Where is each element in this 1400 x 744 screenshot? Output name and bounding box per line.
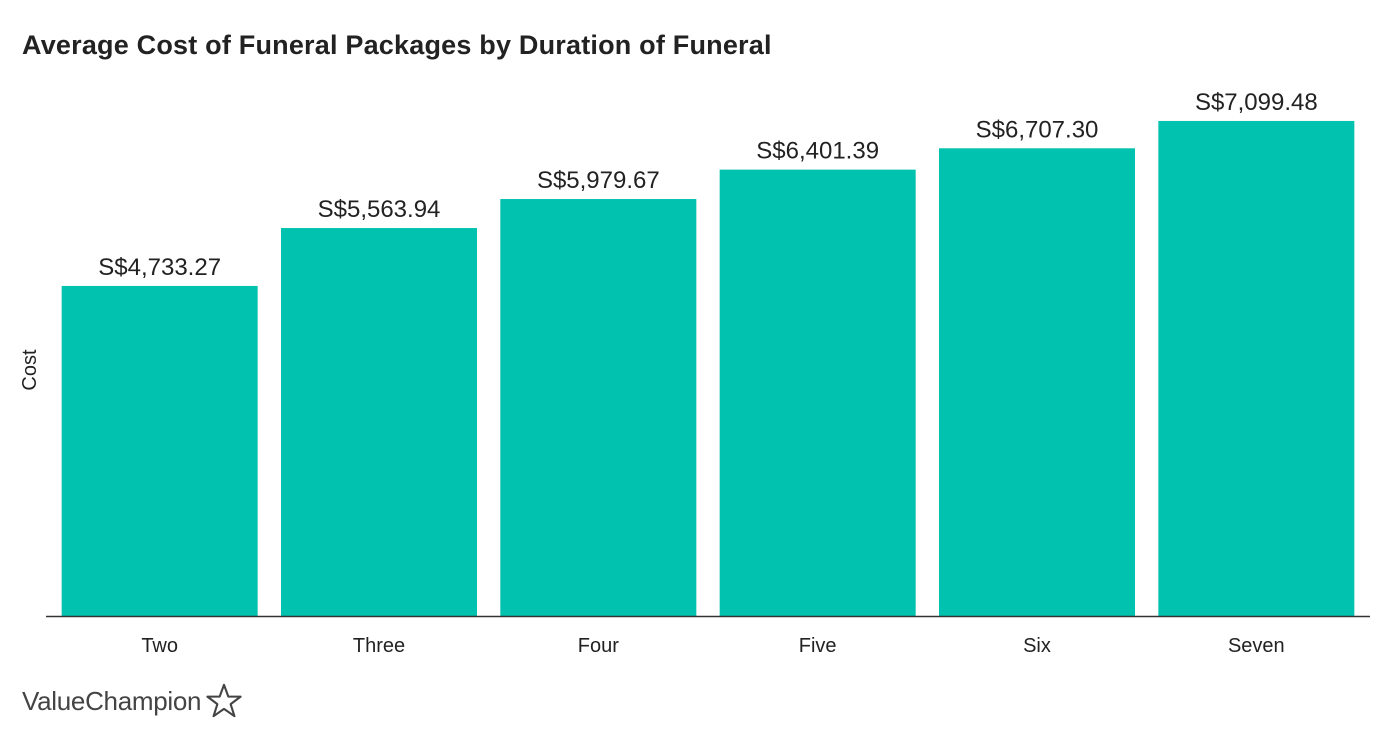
chart-title: Average Cost of Funeral Packages by Dura… — [22, 30, 772, 60]
category-labels-layer: Two Three Four Five Six Seven — [141, 635, 1284, 657]
bar-three — [281, 228, 477, 617]
value-labels-layer: S$4,733.27 S$5,563.94 S$5,979.67 S$6,401.39… — [98, 89, 1317, 281]
data-label-three: S$5,563.94 — [318, 196, 441, 223]
bar-six — [939, 148, 1135, 616]
brand-logo: ValueChampion — [22, 682, 243, 720]
bar-four — [500, 199, 697, 616]
data-label-seven: S$7,099.48 — [1195, 89, 1318, 116]
data-label-two: S$4,733.27 — [98, 254, 221, 281]
bar-two — [61, 285, 258, 616]
x-tick-label-three: Three — [353, 635, 405, 657]
data-label-four: S$5,979.67 — [537, 167, 660, 194]
bar-five — [719, 169, 916, 616]
x-tick-label-four: Four — [578, 635, 619, 657]
data-label-five: S$6,401.39 — [756, 138, 879, 165]
x-tick-label-seven: Seven — [1228, 635, 1285, 657]
brand-name: ValueChampion — [22, 685, 202, 716]
bars-layer — [61, 120, 1355, 617]
x-tick-label-six: Six — [1023, 635, 1051, 657]
x-tick-label-two: Two — [141, 635, 178, 657]
star-outline-icon — [206, 683, 242, 718]
bar-seven — [1158, 120, 1355, 617]
x-tick-label-five: Five — [799, 635, 837, 657]
y-axis-label: Cost — [19, 349, 41, 391]
data-label-six: S$6,707.30 — [976, 116, 1099, 143]
